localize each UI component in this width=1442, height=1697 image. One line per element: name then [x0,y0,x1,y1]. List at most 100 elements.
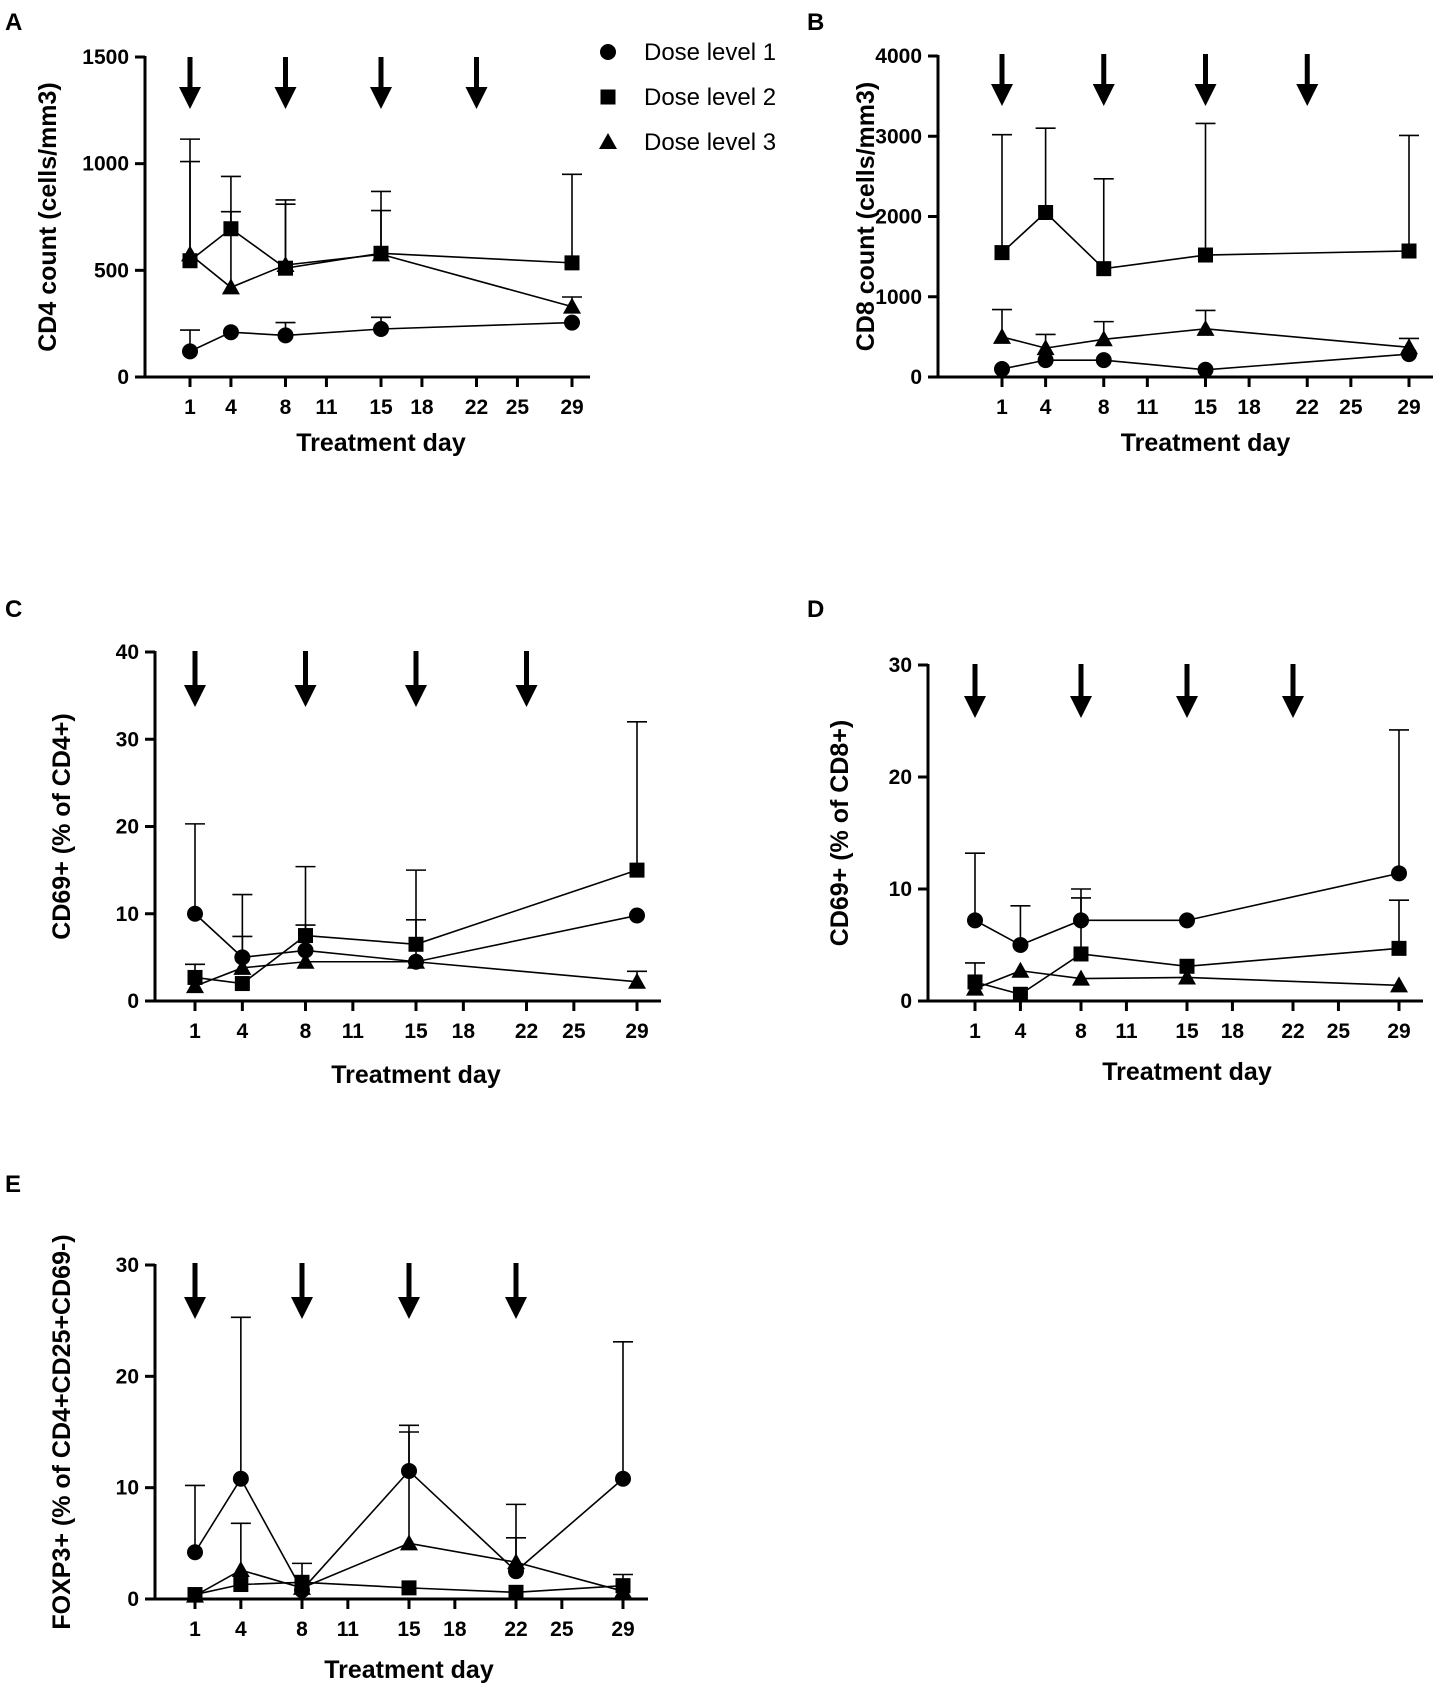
x-axis-label: Treatment day [296,429,466,457]
dose-arrow-icon [1282,664,1304,718]
data-point [564,255,580,271]
dose-arrow-icon [465,57,488,109]
data-point [187,905,203,922]
x-tick-label: 25 [1327,1020,1351,1043]
y-tick-label: 10 [889,878,912,901]
series-dose-level-3 [966,961,1408,996]
data-point [507,1553,525,1570]
y-tick-label: 500 [94,259,129,282]
data-point [1011,961,1030,978]
dose-arrow-icon [184,1263,206,1319]
x-tick-label: 15 [404,1020,428,1043]
data-point [1179,958,1195,974]
series-dose-level-3 [186,924,647,994]
series-dose-level-2 [992,122,1419,277]
x-tick-label: 11 [1136,396,1159,419]
y-tick-label: 40 [116,641,139,664]
x-tick-label: 15 [1194,396,1218,419]
data-point [182,343,198,360]
data-point [181,245,199,262]
x-tick-label: 22 [465,396,488,419]
data-point [1012,986,1028,1002]
data-point [1178,968,1196,985]
x-tick-label: 1 [996,396,1008,419]
dose-arrow-icon [515,651,538,707]
data-point [1401,243,1417,259]
series-dose-level-3 [180,160,582,314]
data-point [1095,352,1112,369]
series-dose-level-3 [992,308,1419,356]
y-tick-label: 4000 [875,45,922,68]
data-point [1073,946,1089,962]
panel-a: A 0 500 1000 1500 1 4 8 11 15 18 22 25 29 Treatment da… [5,9,590,457]
data-point [1038,204,1054,220]
x-axis-label: Treatment day [324,1656,494,1684]
series-dose-level-1 [180,314,580,360]
x-tick-label: 11 [315,396,338,419]
x-tick-label: 25 [1339,396,1363,419]
dose-arrow-icon [505,1263,527,1319]
x-tick-label: 29 [1387,1020,1410,1043]
x-tick-label: 1 [184,396,196,419]
x-tick-label: 11 [1115,1020,1138,1043]
dose-arrow-icon [398,1263,420,1319]
y-axis-label: CD69+ (% of CD4+) [48,713,76,939]
x-tick-label: 25 [550,1618,574,1641]
x-tick-label: 1 [189,1020,201,1043]
dose-arrow-icon [1194,54,1217,106]
x-tick-label: 11 [337,1618,360,1641]
data-point [231,1561,250,1578]
data-point [629,907,645,924]
x-tick-label: 4 [237,1020,249,1043]
y-tick-label: 2000 [875,206,922,229]
x-tick-label: 18 [1221,1020,1245,1043]
y-tick-label: 0 [900,990,912,1013]
y-axis-label: CD8 count (cells/mm3) [852,82,880,352]
data-point [296,952,315,969]
data-point [993,327,1011,344]
data-point [1094,330,1113,347]
legend-label: Dose level 2 [644,84,776,111]
panel-b: B 0 1000 2000 3000 4000 1 4 8 11 15 18 22 25 29 Treatme… [807,9,1433,457]
panel-label: C [5,596,22,623]
data-point [186,1586,204,1603]
data-point [408,936,424,952]
y-tick-label: 30 [116,728,139,751]
series-dose-level-1 [994,346,1417,378]
data-point [629,862,645,878]
x-tick-label: 8 [1098,396,1110,419]
x-tick-label: 4 [1015,1020,1027,1043]
panel-e: E 0 10 20 30 1 4 8 11 15 18 22 25 29 Treatment day FOXP… [5,1171,648,1684]
data-point [373,321,389,337]
panel-label: A [5,9,22,36]
data-point [401,1580,417,1596]
x-tick-label: 29 [611,1618,634,1641]
dose-arrow-icon [1296,54,1319,106]
panel-c: C 0 10 20 30 40 1 4 8 11 15 18 22 25 29 Treatment day CD… [5,596,661,1089]
data-point [221,278,240,295]
x-tick-label: 29 [1397,396,1420,419]
data-point [1036,339,1055,356]
x-tick-label: 8 [296,1618,308,1641]
x-tick-label: 8 [280,396,292,419]
dose-arrow-icon [991,54,1013,106]
x-tick-label: 29 [625,1020,648,1043]
dose-arrow-icon [184,651,206,707]
data-point [966,979,984,996]
series-line [194,1581,624,1596]
data-point [1198,247,1213,263]
x-tick-label: 29 [560,396,583,419]
x-tick-label: 22 [1281,1020,1304,1043]
data-point [400,1534,418,1551]
data-point [508,1584,524,1600]
series-line [194,1542,624,1597]
y-tick-label: 1000 [875,286,922,309]
series-dose-level-2 [185,720,647,992]
x-tick-label: 25 [506,396,530,419]
data-point [1196,319,1215,336]
data-point [628,972,646,989]
data-point [233,958,252,975]
data-point [563,297,581,314]
data-point [372,245,390,262]
x-tick-label: 1 [189,1618,201,1641]
